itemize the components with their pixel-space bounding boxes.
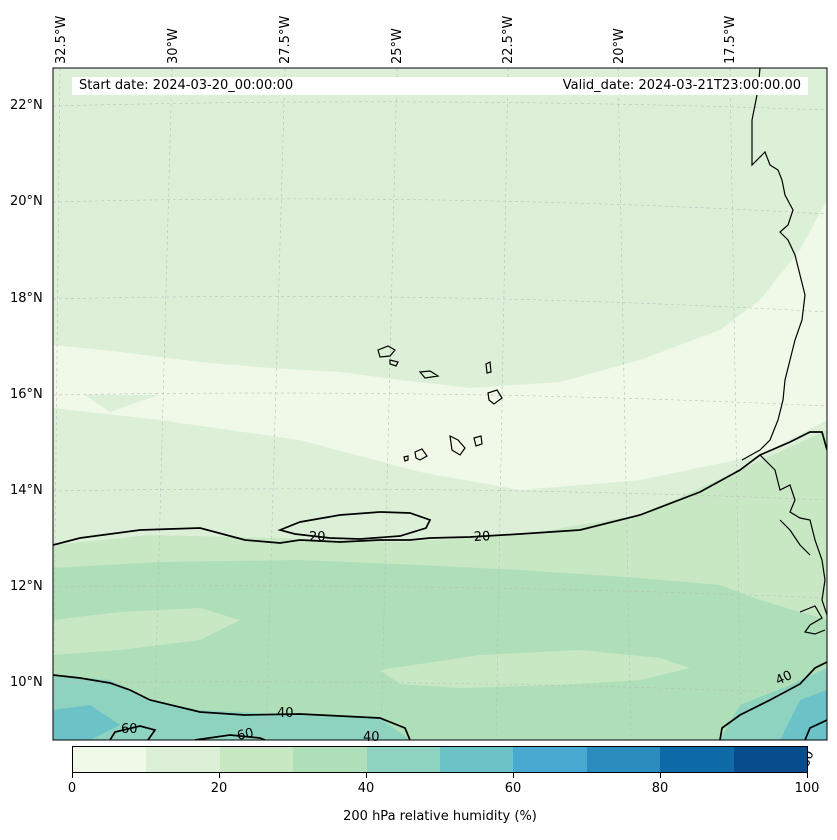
humidity-contours — [53, 431, 827, 740]
graticule — [53, 68, 827, 740]
start-date: Start date: 2024-03-20_00:00:00 — [79, 78, 294, 93]
lat-label: 14°N — [10, 483, 43, 498]
humidity-fill-layer — [53, 68, 827, 740]
colorbar-label: 60 — [504, 781, 522, 796]
humidity-band-0-10 — [53, 68, 827, 490]
coastlines — [377, 68, 827, 635]
lon-label: 20°W — [612, 28, 627, 64]
colorbar-label: 100 — [794, 781, 820, 796]
lat-label: 10°N — [10, 675, 43, 690]
lon-label: 22.5°W — [501, 15, 516, 64]
colorbar-label: 0 — [67, 781, 77, 796]
humidity-band-30-40 — [53, 560, 827, 740]
contour-60 — [109, 725, 157, 740]
lat-label: 18°N — [10, 291, 43, 306]
colorbar-segment — [146, 747, 220, 772]
contour-label: 20 — [309, 530, 326, 545]
colorbar-label: 80 — [651, 781, 669, 796]
lat-label: 16°N — [10, 387, 43, 402]
lon-label: 25°W — [390, 28, 405, 64]
colorbar-segment — [219, 747, 294, 772]
colorbar-segment — [586, 747, 661, 772]
colorbar-segment — [73, 747, 147, 772]
colorbar-tick — [807, 773, 808, 778]
colorbar-tick — [72, 773, 73, 778]
contour-label: 60 — [236, 726, 255, 744]
contour-20-loop — [277, 511, 432, 540]
map-frame — [52, 67, 828, 741]
date-header: Start date: 2024-03-20_00:00:00 Valid_da… — [72, 77, 808, 95]
colorbar — [72, 746, 808, 773]
contour-label: 40 — [363, 730, 380, 745]
humidity-band-40-50 — [53, 675, 410, 740]
lat-label: 20°N — [10, 194, 43, 209]
contour-label: 20 — [473, 529, 490, 545]
lat-label: 22°N — [10, 98, 43, 113]
colorbar-label: 20 — [210, 781, 228, 796]
colorbar-segment — [513, 747, 587, 772]
humidity-band-50-60 — [53, 705, 120, 740]
colorbar-tick — [219, 773, 220, 778]
colorbar-segment — [733, 747, 808, 772]
colorbar-segment — [293, 747, 367, 772]
lon-label: 27.5°W — [278, 15, 293, 64]
valid-date: Valid_date: 2024-03-21T23:00:00.00 — [562, 78, 801, 93]
colorbar-tick — [513, 773, 514, 778]
lon-label: 30°W — [166, 28, 181, 64]
colorbar-segment — [660, 747, 734, 772]
contour-label: 40 — [277, 706, 294, 721]
colorbar-tick — [660, 773, 661, 778]
africa-coast — [741, 68, 806, 461]
cape-verde-islands — [377, 345, 503, 462]
contour-20 — [53, 431, 827, 546]
lon-label: 32.5°W — [54, 15, 69, 64]
colorbar-title: 200 hPa relative humidity (%) — [343, 809, 537, 824]
colorbar-segment — [366, 747, 441, 772]
contour-label: 40 — [773, 668, 794, 689]
lon-label: 17.5°W — [723, 15, 738, 64]
lat-label: 12°N — [10, 579, 43, 594]
contour-40 — [53, 674, 411, 740]
contour-label: 60 — [121, 722, 138, 737]
colorbar-segment — [440, 747, 514, 772]
colorbar-tick — [366, 773, 367, 778]
colorbar-label: 40 — [357, 781, 375, 796]
